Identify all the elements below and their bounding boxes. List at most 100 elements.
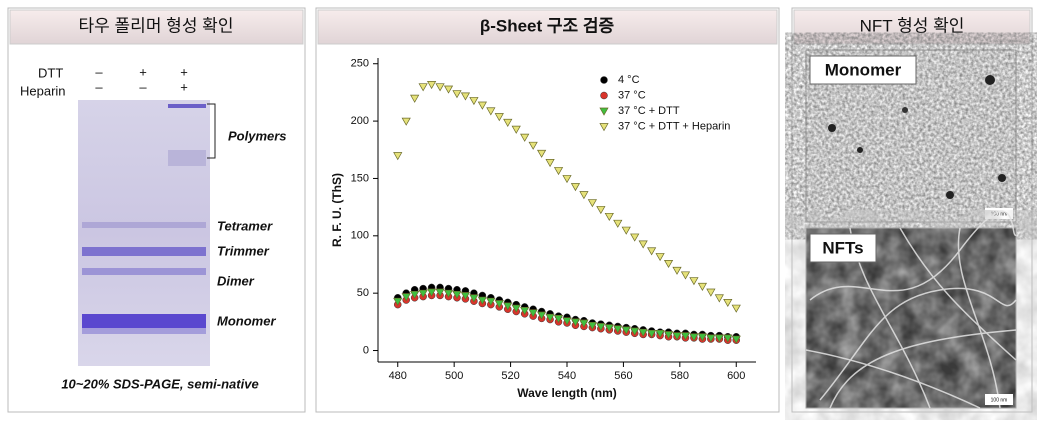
point [410, 290, 420, 300]
x-tick-label: 560 [614, 370, 632, 382]
y-axis-label: R. F. U. (ThS) [330, 173, 344, 247]
point [638, 328, 648, 337]
point [520, 133, 530, 142]
point [469, 97, 479, 106]
legend-marker [600, 76, 608, 84]
point [630, 233, 640, 242]
point [570, 318, 581, 327]
legend-label: 37 °C + DTT + Heparin [618, 120, 730, 132]
point [545, 313, 555, 322]
x-tick-label: 480 [389, 370, 407, 382]
panel-header [317, 9, 778, 45]
gel-image [78, 100, 210, 366]
point [545, 159, 555, 168]
band-label: Trimmer [217, 243, 270, 258]
point [596, 206, 606, 215]
point [579, 319, 589, 328]
point [714, 294, 724, 303]
image-label-box [809, 55, 917, 85]
point [435, 83, 445, 92]
image-label-box [809, 233, 877, 263]
point [663, 331, 674, 340]
point [435, 288, 445, 297]
panel-title: NFT 형성 확인 [860, 16, 965, 35]
image-label: NFTs [822, 238, 863, 257]
y-tick-label: 250 [351, 58, 369, 70]
point [486, 107, 496, 116]
point [731, 335, 741, 344]
panel-header [9, 9, 304, 45]
point [426, 288, 437, 297]
point [706, 288, 716, 297]
panel-title: 타우 폴리머 형성 확인 [79, 16, 234, 35]
point [503, 302, 513, 311]
point [706, 334, 716, 343]
point [460, 292, 471, 301]
point [443, 289, 454, 298]
point [503, 118, 513, 127]
legend-label: 4 °C [618, 74, 640, 86]
band-label: Dimer [217, 273, 255, 288]
lane-sign: + [180, 79, 188, 94]
scale-label: 100 nm [991, 397, 1008, 403]
point [723, 298, 733, 308]
lane-sign: – [95, 64, 103, 79]
panel [315, 7, 780, 413]
legend-label: 37 °C + DTT [618, 105, 680, 117]
point [680, 271, 691, 280]
point [452, 290, 462, 300]
point [604, 212, 614, 222]
scale-label: 100 nm [991, 211, 1008, 217]
point [418, 83, 428, 92]
point [672, 266, 682, 275]
point [401, 117, 411, 126]
panel-header [793, 9, 1031, 45]
band-label: Polymers [228, 128, 287, 143]
point [621, 226, 631, 235]
point [562, 317, 572, 326]
lane-sign: – [95, 79, 103, 94]
legend-marker [599, 107, 609, 116]
point [562, 175, 572, 184]
x-tick-label: 500 [445, 370, 463, 382]
point [520, 307, 530, 316]
point [613, 325, 623, 334]
point [537, 149, 547, 158]
y-tick-label: 200 [351, 115, 369, 127]
point [469, 294, 479, 303]
point [689, 277, 699, 286]
point [418, 289, 428, 298]
band-label: Tetramer [217, 218, 273, 233]
point [723, 334, 733, 343]
point [663, 259, 674, 269]
point [655, 329, 665, 339]
gel-caption: 10~20% SDS-PAGE, semi-native [61, 376, 258, 391]
x-tick-label: 520 [501, 370, 519, 382]
legend-marker [599, 123, 609, 132]
point [511, 304, 521, 313]
plot: 0 50 100 150 200 250 480 500 520 540 560 580 600 4 °C… [351, 58, 756, 382]
y-tick-label: 50 [357, 287, 369, 299]
point [570, 183, 581, 192]
point [655, 253, 665, 262]
point [731, 304, 741, 313]
point [638, 240, 648, 249]
point [647, 329, 657, 339]
point [393, 297, 403, 306]
point [528, 141, 538, 150]
point [494, 300, 504, 309]
point [460, 92, 471, 101]
point [579, 191, 589, 200]
point [714, 334, 724, 343]
point [443, 85, 454, 94]
point [630, 327, 640, 336]
row-label: DTT [38, 65, 63, 80]
x-axis-label: Wave length (nm) [517, 386, 617, 400]
point [587, 199, 597, 208]
point [426, 81, 437, 90]
y-tick-label: 0 [363, 344, 369, 356]
image-label: Monomer [825, 60, 902, 79]
point [596, 323, 606, 332]
